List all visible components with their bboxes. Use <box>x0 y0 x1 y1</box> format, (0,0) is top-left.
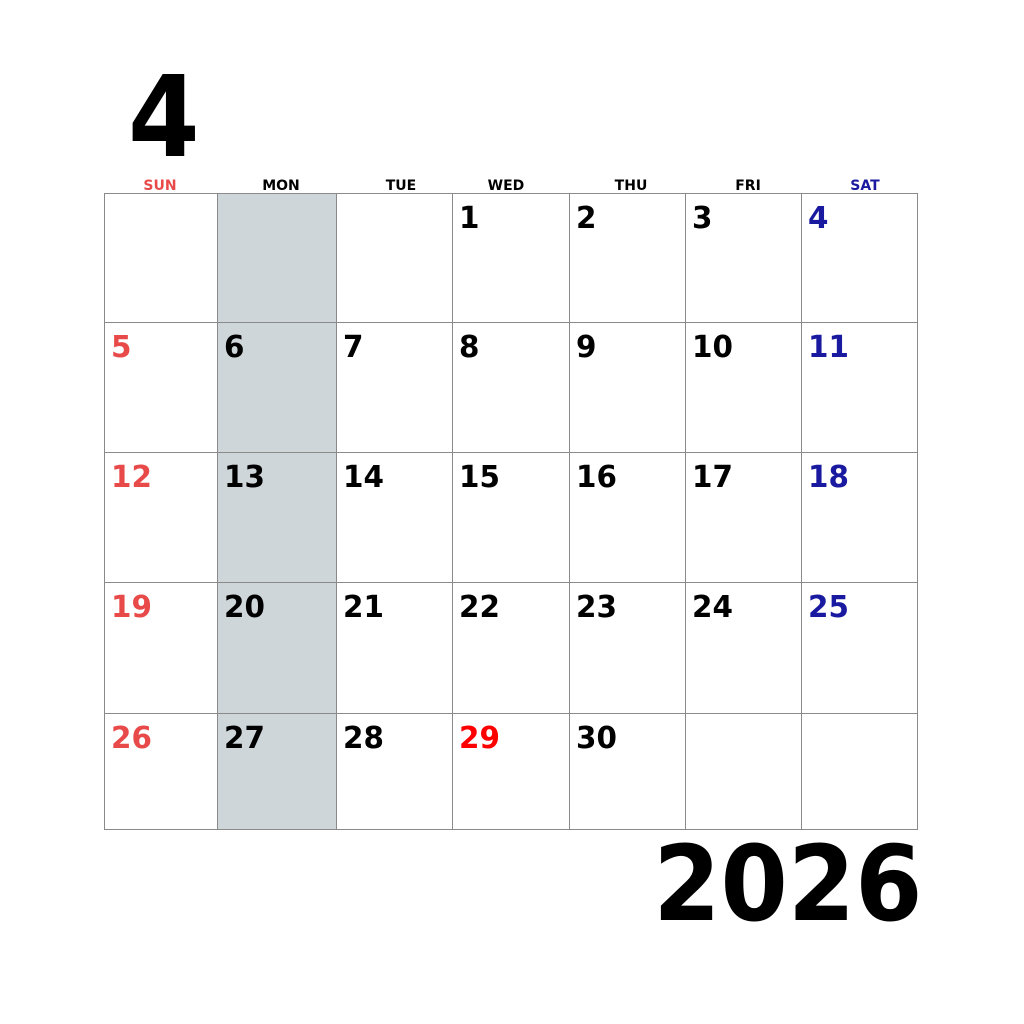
day-number: 28 <box>343 721 384 756</box>
day-cell-wed: 29 <box>453 714 570 830</box>
day-number: 22 <box>459 590 500 625</box>
day-cell-sun: 26 <box>104 714 218 830</box>
weekday-mon: MON <box>262 178 300 194</box>
day-number: 3 <box>692 201 713 236</box>
day-number: 2 <box>576 201 597 236</box>
weekday-sun: SUN <box>143 178 177 194</box>
day-number: 14 <box>343 460 384 495</box>
day-cell-thu: 2 <box>570 193 686 323</box>
day-cell-sun: 12 <box>104 453 218 583</box>
day-cell-mon: 20 <box>218 583 337 714</box>
day-cell-sat <box>802 714 918 830</box>
day-number: 12 <box>111 460 152 495</box>
day-cell-sat: 4 <box>802 193 918 323</box>
day-cell-wed: 22 <box>453 583 570 714</box>
day-number: 17 <box>692 460 733 495</box>
day-cell-mon: 6 <box>218 323 337 453</box>
day-number: 15 <box>459 460 500 495</box>
weekday-tue: TUE <box>385 178 417 194</box>
day-cell-sat: 25 <box>802 583 918 714</box>
day-number: 6 <box>224 330 245 365</box>
day-number: 4 <box>808 201 829 236</box>
day-cell-wed: 8 <box>453 323 570 453</box>
day-cell-thu: 23 <box>570 583 686 714</box>
day-number: 26 <box>111 721 152 756</box>
weekday-sat: SAT <box>850 178 880 194</box>
day-number: 18 <box>808 460 849 495</box>
day-cell-tue: 28 <box>337 714 453 830</box>
day-number: 20 <box>224 590 265 625</box>
day-cell-mon <box>218 193 337 323</box>
day-number: 19 <box>111 590 152 625</box>
day-cell-mon: 27 <box>218 714 337 830</box>
month-number: 4 <box>128 53 200 183</box>
day-number: 24 <box>692 590 733 625</box>
day-number: 8 <box>459 330 480 365</box>
day-number: 13 <box>224 460 265 495</box>
day-cell-tue: 7 <box>337 323 453 453</box>
day-number: 25 <box>808 590 849 625</box>
day-cell-sat: 18 <box>802 453 918 583</box>
weekday-wed: WED <box>487 178 525 194</box>
day-cell-sun: 19 <box>104 583 218 714</box>
day-cell-fri: 10 <box>686 323 802 453</box>
day-cell-sun: 5 <box>104 323 218 453</box>
day-cell-sun <box>104 193 218 323</box>
day-cell-tue: 21 <box>337 583 453 714</box>
day-cell-thu: 9 <box>570 323 686 453</box>
weekday-fri: FRI <box>735 178 761 194</box>
day-number: 21 <box>343 590 384 625</box>
day-number: 1 <box>459 201 480 236</box>
day-cell-fri: 17 <box>686 453 802 583</box>
day-number: 16 <box>576 460 617 495</box>
day-cell-tue <box>337 193 453 323</box>
day-cell-fri <box>686 714 802 830</box>
day-number: 23 <box>576 590 617 625</box>
day-number: 9 <box>576 330 597 365</box>
day-cell-mon: 13 <box>218 453 337 583</box>
day-number: 30 <box>576 721 617 756</box>
day-cell-sat: 11 <box>802 323 918 453</box>
year-number: 2026 <box>652 823 922 945</box>
day-number: 27 <box>224 721 265 756</box>
day-cell-thu: 30 <box>570 714 686 830</box>
day-number: 5 <box>111 330 132 365</box>
weekday-thu: THU <box>614 178 648 194</box>
day-number: 7 <box>343 330 364 365</box>
day-cell-fri: 3 <box>686 193 802 323</box>
day-cell-fri: 24 <box>686 583 802 714</box>
day-cell-thu: 16 <box>570 453 686 583</box>
day-number: 29 <box>459 721 500 756</box>
day-number: 10 <box>692 330 733 365</box>
day-cell-wed: 15 <box>453 453 570 583</box>
day-cell-wed: 1 <box>453 193 570 323</box>
day-number: 11 <box>808 330 849 365</box>
day-cell-tue: 14 <box>337 453 453 583</box>
